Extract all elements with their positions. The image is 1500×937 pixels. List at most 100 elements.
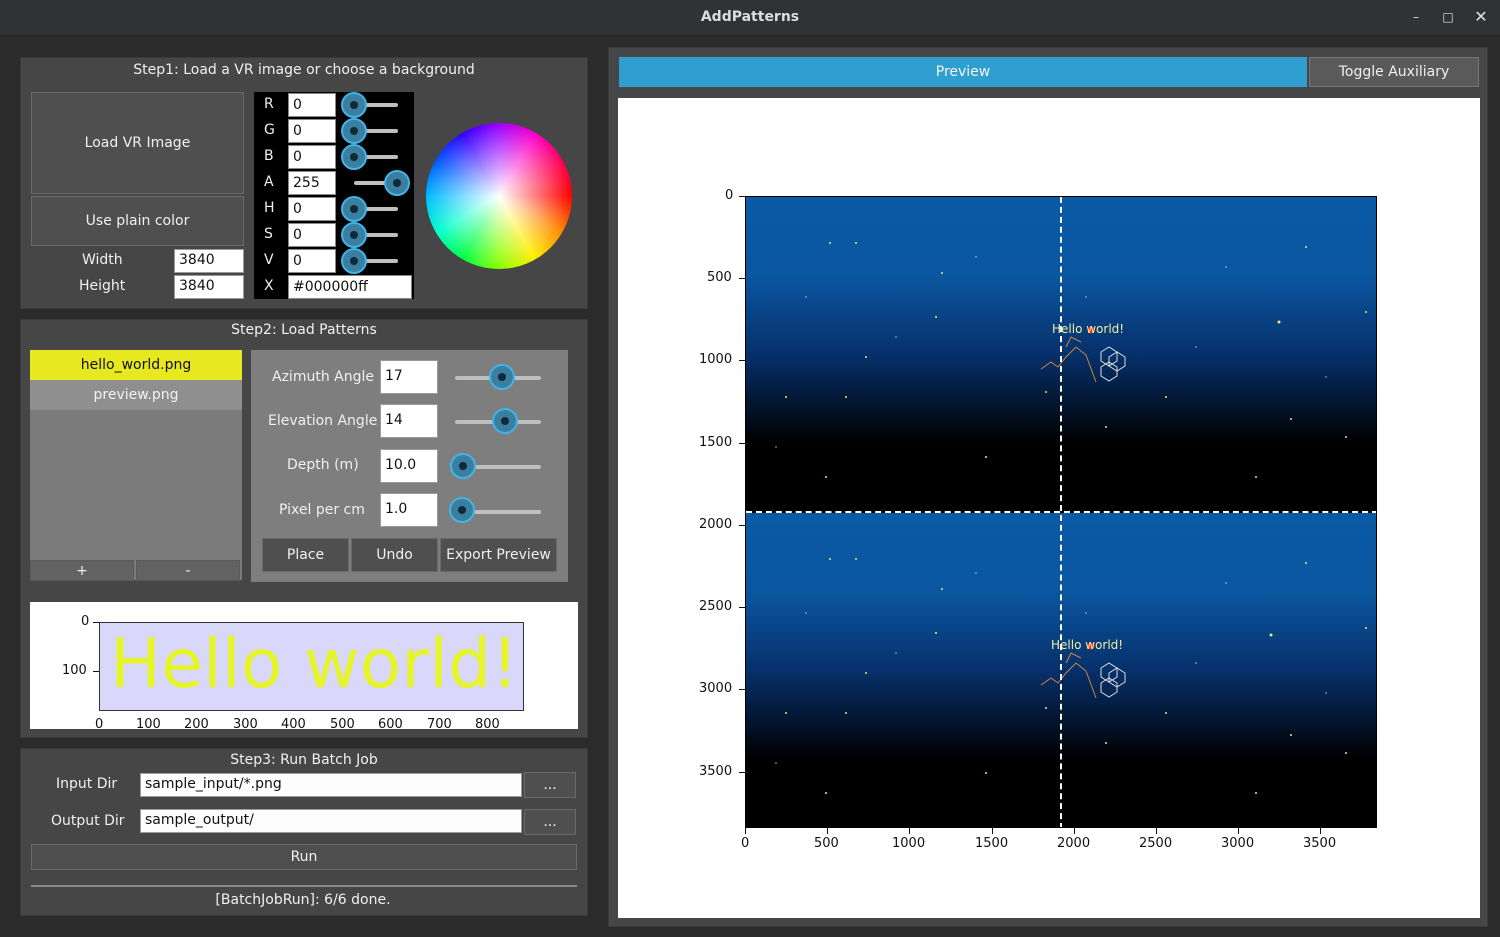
depth-label: Depth (m) bbox=[287, 457, 359, 473]
load-vr-image-button[interactable]: Load VR Image bbox=[31, 92, 244, 194]
x-tick-label: 500 bbox=[330, 717, 355, 732]
depth-handle[interactable] bbox=[450, 453, 476, 479]
pattern-list[interactable]: hello_world.png preview.png bbox=[30, 350, 242, 580]
channel-a-slider[interactable] bbox=[354, 181, 400, 185]
output-dir-browse-button[interactable]: ... bbox=[524, 809, 576, 835]
depth-slider[interactable] bbox=[455, 465, 541, 469]
auxiliary-horizontal-line bbox=[746, 511, 1376, 513]
toggle-auxiliary-button[interactable]: Toggle Auxiliary bbox=[1309, 57, 1479, 87]
channel-h-handle[interactable] bbox=[341, 196, 367, 222]
x-tick bbox=[992, 828, 993, 834]
list-item[interactable]: preview.png bbox=[30, 380, 242, 410]
color-wheel[interactable] bbox=[426, 123, 572, 269]
channel-g-handle[interactable] bbox=[341, 118, 367, 144]
channel-b-slider[interactable] bbox=[352, 155, 398, 159]
channel-label: R bbox=[264, 96, 274, 112]
channel-h-input[interactable]: 0 bbox=[288, 197, 336, 221]
channel-v-slider[interactable] bbox=[352, 259, 398, 263]
minimize-button[interactable]: – bbox=[1413, 10, 1419, 24]
channel-s-input[interactable]: 0 bbox=[288, 223, 336, 247]
channel-label: S bbox=[264, 226, 273, 242]
use-plain-color-button[interactable]: Use plain color bbox=[31, 196, 244, 246]
preview-canvas[interactable]: Hello world! Hello world! 0 500 1000 150… bbox=[618, 98, 1480, 918]
y-tick-label: 500 bbox=[707, 270, 732, 285]
run-button[interactable]: Run bbox=[31, 844, 577, 870]
width-field[interactable]: 3840 bbox=[174, 249, 244, 273]
channel-r-slider[interactable] bbox=[352, 103, 398, 107]
y-tick bbox=[739, 689, 745, 690]
channel-s-slider[interactable] bbox=[352, 233, 398, 237]
add-pattern-button[interactable]: + bbox=[30, 560, 134, 581]
y-tick-label: 1000 bbox=[699, 352, 733, 367]
y-tick-label: 0 bbox=[725, 188, 734, 203]
color-row-a: A 255 bbox=[254, 170, 414, 196]
channel-label: G bbox=[264, 122, 275, 138]
step1-title: Step1: Load a VR image or choose a backg… bbox=[133, 62, 475, 78]
channel-b-handle[interactable] bbox=[341, 144, 367, 170]
input-dir-browse-button[interactable]: ... bbox=[524, 772, 576, 798]
vr-image-plot: Hello world! Hello world! bbox=[745, 196, 1377, 828]
x-tick bbox=[1320, 828, 1321, 834]
channel-g-slider[interactable] bbox=[352, 129, 398, 133]
channel-s-handle[interactable] bbox=[341, 222, 367, 248]
maximize-button[interactable]: □ bbox=[1442, 10, 1454, 24]
step3-title: Step3: Run Batch Job bbox=[230, 752, 378, 768]
x-tick-label: 300 bbox=[233, 717, 258, 732]
hex-input[interactable]: #000000ff bbox=[288, 275, 412, 299]
x-tick-label: 1000 bbox=[892, 836, 926, 851]
input-dir-label: Input Dir bbox=[56, 776, 118, 792]
color-row-v: V 0 bbox=[254, 248, 414, 274]
y-tick-label: 3500 bbox=[699, 764, 733, 779]
channel-r-input[interactable]: 0 bbox=[288, 93, 336, 117]
x-tick bbox=[1156, 828, 1157, 834]
elevation-handle[interactable] bbox=[492, 408, 518, 434]
place-button[interactable]: Place bbox=[262, 538, 349, 572]
list-item[interactable]: hello_world.png bbox=[30, 350, 242, 380]
elevation-field[interactable]: 14 bbox=[380, 404, 438, 438]
channel-a-handle[interactable] bbox=[384, 170, 410, 196]
hex-label: X bbox=[264, 278, 274, 294]
x-tick-label: 500 bbox=[814, 836, 839, 851]
pixel-per-cm-slider[interactable] bbox=[455, 510, 541, 514]
remove-pattern-button[interactable]: - bbox=[136, 560, 240, 581]
overlay-text-bottom: Hello world! bbox=[1051, 638, 1124, 652]
depth-field[interactable]: 10.0 bbox=[380, 449, 438, 483]
x-tick-label: 200 bbox=[184, 717, 209, 732]
pattern-image: Hello world! bbox=[99, 622, 524, 711]
close-button[interactable]: ✕ bbox=[1474, 7, 1488, 26]
x-tick-label: 3500 bbox=[1303, 836, 1337, 851]
input-dir-field[interactable]: sample_input/*.png bbox=[140, 773, 522, 797]
channel-h-slider[interactable] bbox=[352, 207, 398, 211]
progress-divider bbox=[31, 885, 577, 887]
y-tick bbox=[93, 622, 99, 623]
x-tick-label: 2000 bbox=[1057, 836, 1091, 851]
pixel-per-cm-handle[interactable] bbox=[449, 497, 475, 523]
output-dir-field[interactable]: sample_output/ bbox=[140, 809, 522, 833]
channel-r-handle[interactable] bbox=[341, 92, 367, 118]
preview-panel: Preview Toggle Auxiliary bbox=[608, 47, 1488, 927]
y-tick-label: 1500 bbox=[699, 435, 733, 450]
tab-preview[interactable]: Preview bbox=[619, 57, 1307, 87]
channel-g-input[interactable]: 0 bbox=[288, 119, 336, 143]
channel-b-input[interactable]: 0 bbox=[288, 145, 336, 169]
channel-v-input[interactable]: 0 bbox=[288, 249, 336, 273]
pattern-preview-plot: Hello world! 0 100 0 100 200 300 400 500… bbox=[30, 602, 578, 732]
x-tick bbox=[1074, 828, 1075, 834]
azimuth-field[interactable]: 17 bbox=[380, 360, 438, 394]
channel-v-handle[interactable] bbox=[341, 248, 367, 274]
azimuth-handle[interactable] bbox=[489, 364, 515, 390]
channel-a-input[interactable]: 255 bbox=[288, 171, 336, 195]
x-tick bbox=[827, 828, 828, 834]
export-preview-button[interactable]: Export Preview bbox=[440, 538, 557, 572]
stars-layer bbox=[775, 242, 1367, 794]
pixel-per-cm-field[interactable]: 1.0 bbox=[380, 493, 438, 527]
height-field[interactable]: 3840 bbox=[174, 275, 244, 299]
pixel-per-cm-label: Pixel per cm bbox=[279, 502, 365, 518]
color-row-r: R 0 bbox=[254, 92, 414, 118]
undo-button[interactable]: Undo bbox=[351, 538, 438, 572]
color-row-s: S 0 bbox=[254, 222, 414, 248]
y-tick bbox=[739, 772, 745, 773]
pattern-text: Hello world! bbox=[110, 625, 519, 704]
width-label: Width bbox=[82, 252, 123, 268]
y-tick-label: 3000 bbox=[699, 681, 733, 696]
